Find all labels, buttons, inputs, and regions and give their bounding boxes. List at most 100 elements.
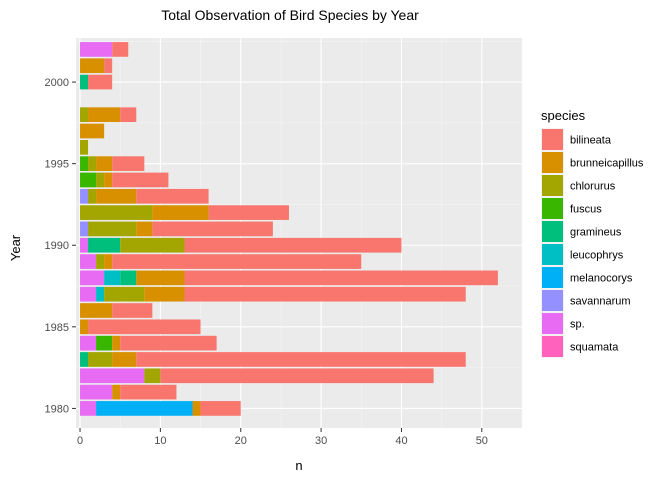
legend-label-squamata: squamata [570, 342, 619, 354]
bar-1994-fuscus [80, 172, 97, 188]
bar-1988-brunneicapillus [136, 270, 185, 286]
bar-1985-bilineata [88, 319, 201, 335]
x-axis-title: n [295, 458, 302, 473]
y-tick-label: 2000 [45, 77, 69, 89]
bar-1981-brunneicapillus [112, 384, 121, 400]
x-tick-label: 30 [315, 435, 327, 447]
x-axis: 0 10 20 30 40 50 [77, 428, 488, 447]
bar-1993-chlorurus [88, 188, 97, 204]
bar-1994-brunneicapillus [104, 172, 113, 188]
bar-1996-chlorurus [80, 139, 89, 155]
bar-1991-bilineata [152, 221, 273, 237]
bar-1991-savannarum [80, 221, 89, 237]
bar-1981-sp [80, 384, 113, 400]
bar-1989-bilineata [112, 254, 362, 269]
legend-label-gramineus: gramineus [570, 227, 622, 239]
bar-1985-brunneicapillus [80, 319, 89, 335]
bar-1984-brunneicapillus [112, 335, 121, 351]
bar-1992-bilineata [208, 205, 289, 220]
legend-label-sp: sp. [570, 319, 585, 331]
bar-1988-bilineata [184, 270, 498, 286]
legend-label-melanocorys: melanocorys [570, 273, 633, 285]
bar-1982-bilineata [160, 368, 434, 384]
bar-1988-sp [80, 270, 105, 286]
bar-1987-brunneicapillus [144, 286, 185, 302]
legend-label-chlorurus: chlorurus [570, 181, 616, 193]
bar-1983-chlorurus [88, 352, 113, 367]
bar-1995-bilineata [112, 156, 145, 171]
x-tick-label: 40 [395, 435, 407, 447]
x-tick-label: 0 [77, 435, 83, 447]
bar-1993-brunneicapillus [96, 188, 137, 204]
legend-label-fuscus: fuscus [570, 204, 602, 216]
bar-2002-bilineata [112, 42, 129, 57]
bar-1983-bilineata [136, 352, 466, 367]
legend-key-savannarum [542, 290, 563, 311]
bar-1993-savannarum [80, 188, 89, 204]
bar-1994-chlorurus [96, 172, 105, 188]
bar-1998-brunneicapillus [88, 107, 121, 123]
legend-key-fuscus [542, 198, 563, 219]
bar-2000-gramineus [80, 74, 89, 90]
bar-1989-chlorurus [96, 254, 105, 269]
bar-1995-fuscus [80, 156, 89, 171]
bar-1998-bilineata [120, 107, 137, 123]
bar-1984-sp [80, 335, 97, 351]
bar-1993-bilineata [136, 188, 209, 204]
bar-1983-brunneicapillus [112, 352, 137, 367]
bar-1990-bilineata [184, 237, 402, 253]
bar-1991-brunneicapillus [136, 221, 153, 237]
bar-1988-leucophrys [104, 270, 121, 286]
y-axis-title: Year [8, 234, 23, 261]
legend-key-melanocorys [542, 267, 563, 288]
y-tick-label: 1990 [45, 240, 69, 252]
bar-1990-chlorurus [120, 237, 185, 253]
legend-key-brunneicapillus [542, 152, 563, 173]
legend-key-bilineata [542, 129, 563, 150]
legend-label-bilineata: bilineata [570, 135, 612, 147]
bar-1984-bilineata [120, 335, 217, 351]
bar-1995-chlorurus [88, 156, 97, 171]
bar-1998-chlorurus [80, 107, 89, 123]
bar-1989-sp [80, 254, 97, 269]
grid-lines [76, 38, 523, 428]
bar-1995-brunneicapillus [96, 156, 113, 171]
legend-key-squamata [542, 336, 563, 357]
x-tick-label: 50 [476, 435, 488, 447]
legend-title: species [541, 108, 586, 123]
bar-2001-bilineata [104, 58, 113, 74]
bar-1980-bilineata [200, 401, 241, 416]
bar-1981-bilineata [120, 384, 177, 400]
bar-1988-gramineus [120, 270, 137, 286]
bar-1992-brunneicapillus [152, 205, 209, 220]
bar-2001-brunneicapillus [80, 58, 105, 74]
bar-1997-brunneicapillus [80, 123, 105, 139]
bar-1987-sp [80, 286, 97, 302]
legend: species bilineata brunneicapillus chloruru… [541, 108, 644, 358]
bar-1982-sp [80, 368, 145, 384]
y-axis: 1980 1985 1990 1995 2000 [45, 77, 76, 415]
bar-1980-melanocorys [96, 401, 193, 416]
legend-label-brunneicapillus: brunneicapillus [570, 158, 644, 170]
legend-key-sp [542, 313, 563, 334]
bars [80, 42, 498, 416]
bar-1987-bilineata [184, 286, 466, 302]
y-tick-label: 1980 [45, 403, 69, 415]
bar-1989-brunneicapillus [104, 254, 113, 269]
bar-1980-sp [80, 401, 97, 416]
y-tick-label: 1995 [45, 159, 69, 171]
bar-1984-fuscus [96, 335, 113, 351]
bar-1986-bilineata [112, 303, 153, 318]
y-tick-label: 1985 [45, 322, 69, 334]
x-tick-label: 20 [235, 435, 247, 447]
bar-1980-brunneicapillus [192, 401, 201, 416]
bar-1983-gramineus [80, 352, 89, 367]
x-tick-label: 10 [154, 435, 166, 447]
legend-label-savannarum: savannarum [570, 296, 631, 308]
bar-2002-sp [80, 42, 113, 57]
bar-2000-bilineata [88, 74, 113, 90]
legend-label-leucophrys: leucophrys [570, 250, 624, 262]
bar-1987-leucophrys [96, 286, 105, 302]
legend-key-chlorurus [542, 175, 563, 196]
